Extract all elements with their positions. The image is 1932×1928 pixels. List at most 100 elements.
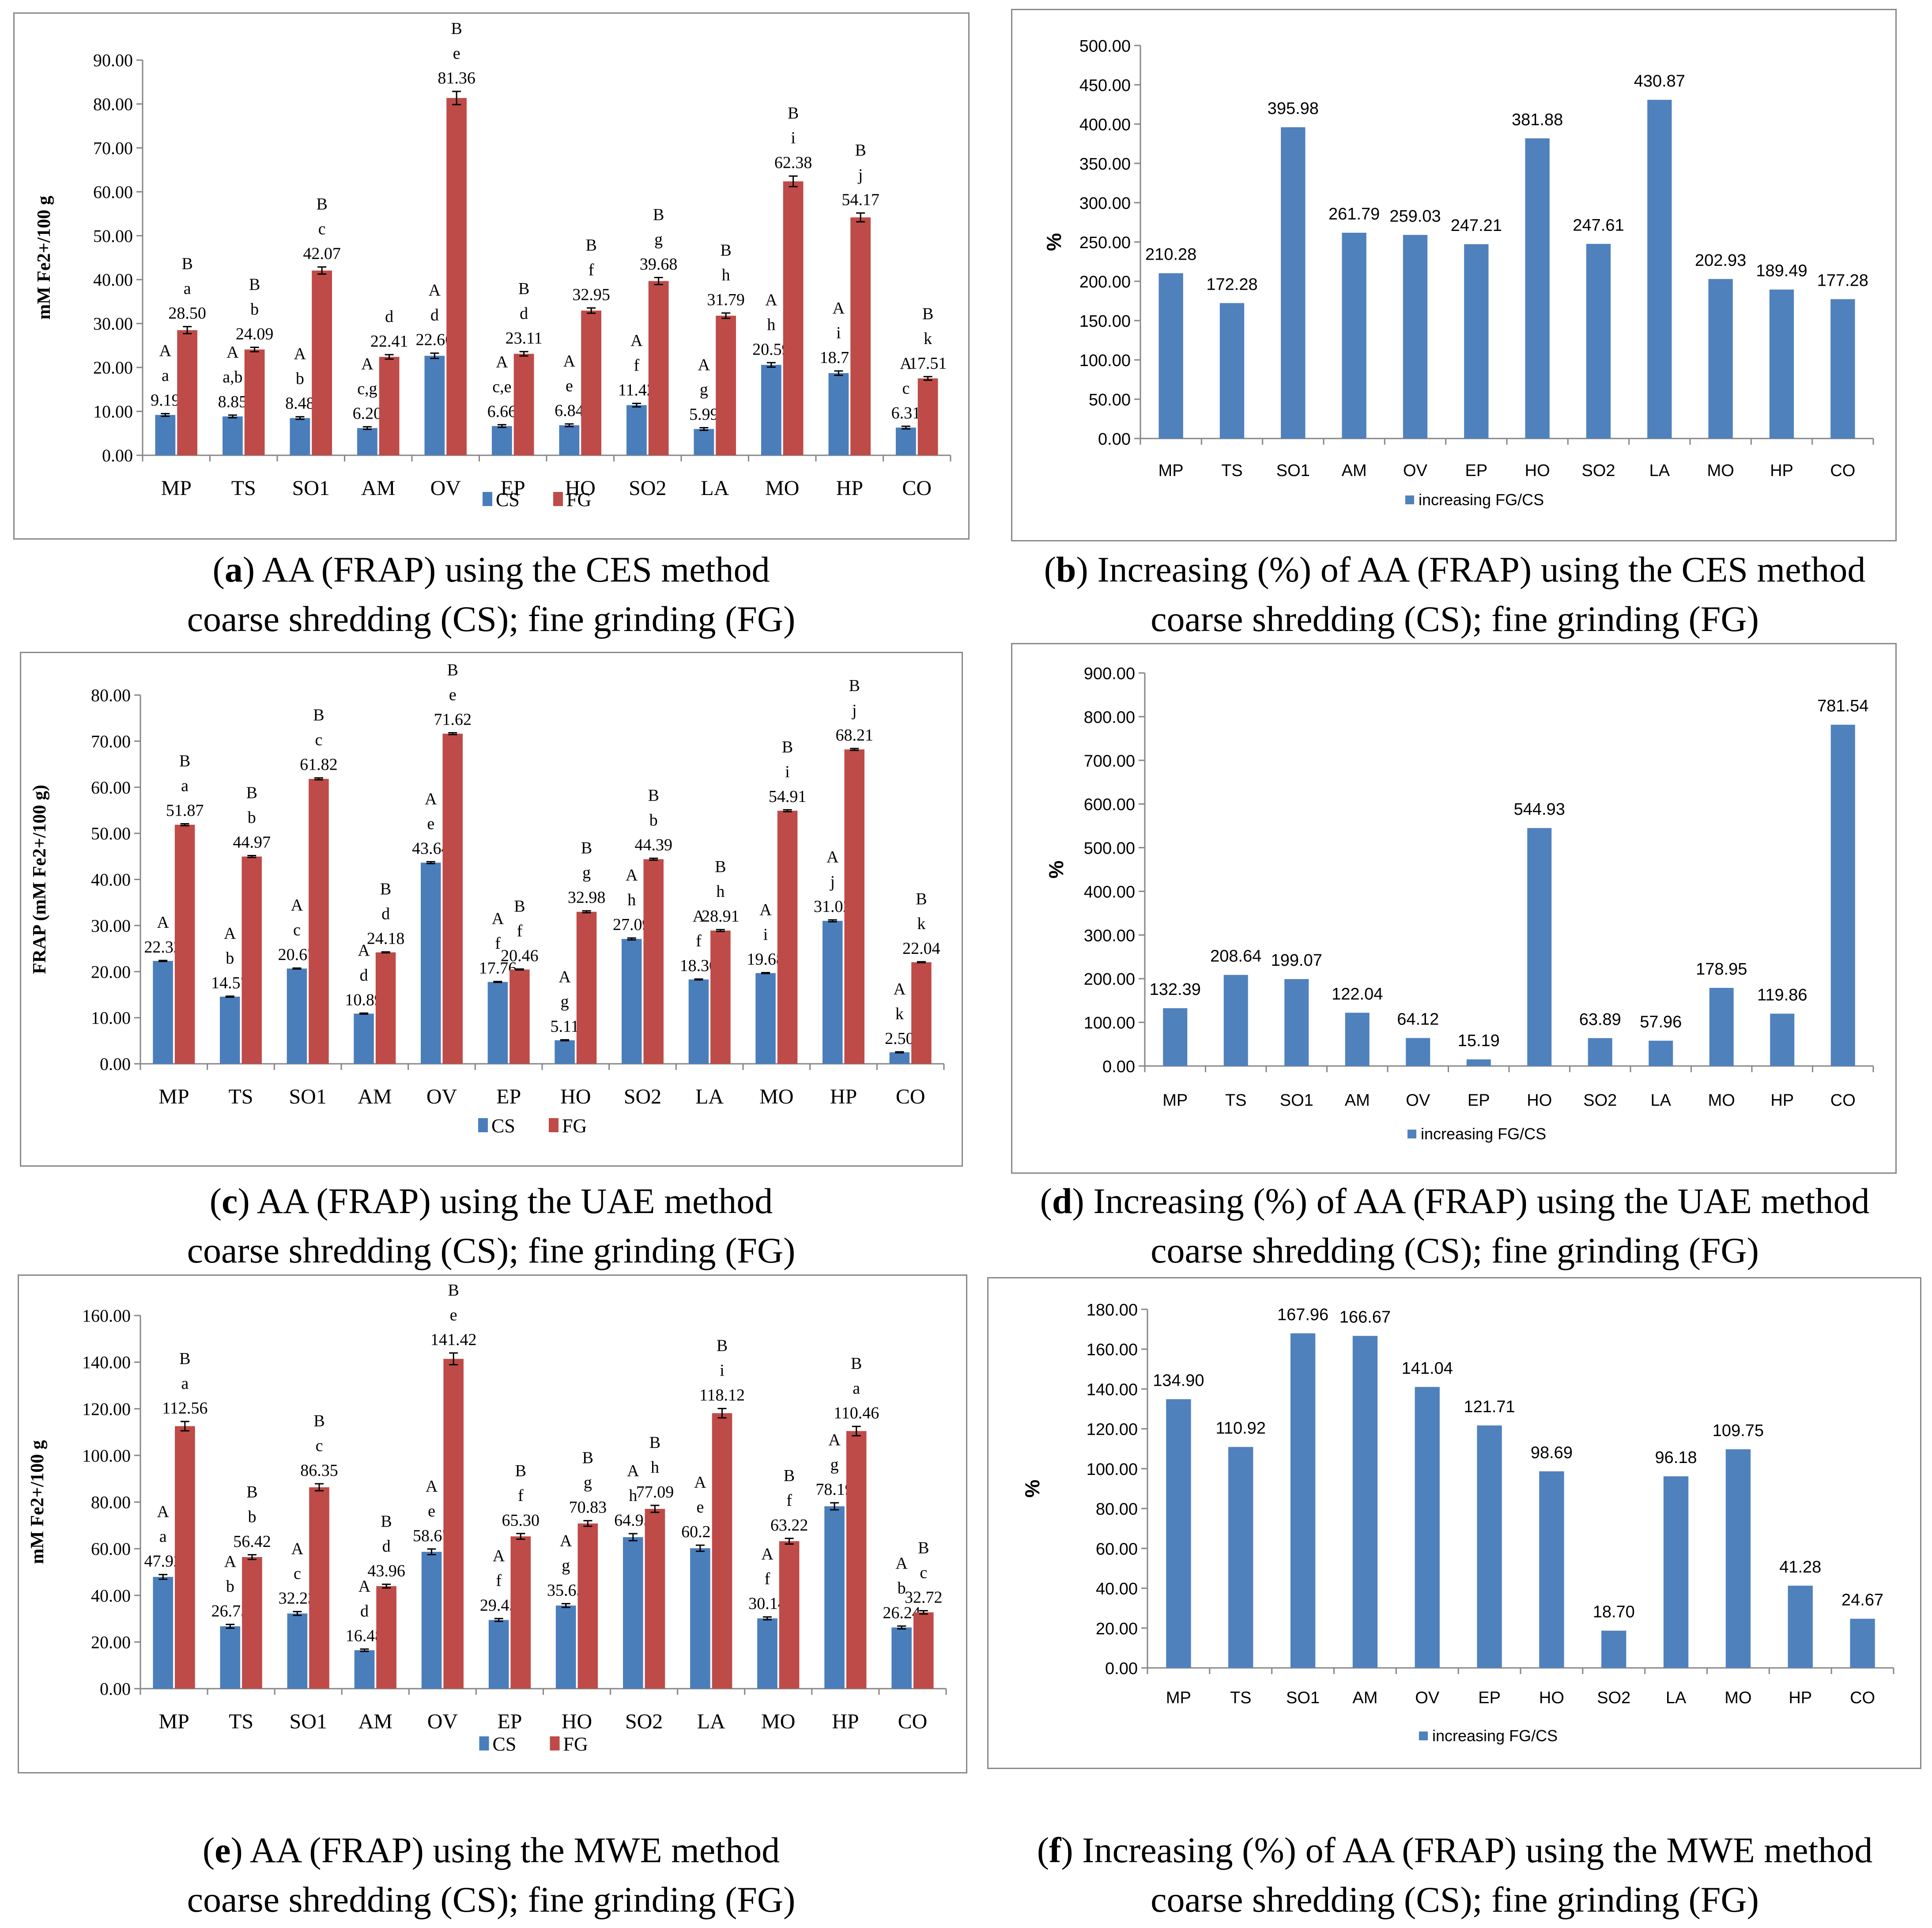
data-label: 96.18	[1655, 1448, 1697, 1467]
x-tick-label-ho: HO	[562, 1710, 592, 1733]
y-tick-label: 30.00	[91, 916, 131, 936]
bar-fg-co	[911, 962, 932, 1064]
data-label: 63.22	[770, 1516, 808, 1535]
caption-f-line2: coarse shredding (CS); fine grinding (FG…	[1151, 1879, 1759, 1920]
x-tick-label-mo: MO	[1707, 461, 1734, 480]
bar-fg-mp	[177, 330, 197, 455]
letter-label: c	[293, 921, 301, 939]
y-tick-label: 700.00	[1084, 752, 1135, 771]
letter-label: b	[226, 1577, 234, 1596]
x-tick-label-ep: EP	[1468, 1091, 1490, 1110]
x-tick-label-mp: MP	[1158, 461, 1184, 480]
y-tick-label: 400.00	[1079, 116, 1131, 134]
x-tick-label-ts: TS	[1221, 461, 1243, 480]
x-tick-label-ho: HO	[565, 476, 596, 500]
letter-label: c	[902, 379, 909, 397]
bar-increase-ts	[1223, 975, 1248, 1066]
data-label: 8.85	[218, 393, 248, 411]
bar-cs-co	[896, 427, 916, 455]
bar-cs-ho	[555, 1040, 575, 1064]
letter-label: A	[291, 896, 303, 915]
data-label: 32.98	[568, 888, 606, 907]
data-label: 63.89	[1579, 1010, 1621, 1029]
bar-increase-am	[1345, 1013, 1370, 1066]
bar-cs-mo	[757, 1618, 777, 1689]
legend-label-fg: FG	[566, 489, 591, 510]
data-label: 24.09	[236, 325, 274, 343]
bar-cs-mo	[761, 365, 781, 455]
letter-label: A	[224, 1553, 237, 1571]
caption-b-letter: b	[1056, 549, 1076, 590]
bar-increase-la	[1663, 1476, 1689, 1668]
x-tick-label-so2: SO2	[629, 476, 666, 500]
letter-label: d	[520, 304, 528, 323]
data-label: 395.98	[1268, 99, 1319, 118]
y-tick-label: 900.00	[1084, 665, 1135, 683]
bar-increase-ov	[1403, 234, 1428, 439]
caption-a-line2: coarse shredding (CS); fine grinding (FG…	[187, 599, 796, 639]
bar-increase-ov	[1406, 1038, 1430, 1066]
x-tick-label-mp: MP	[158, 1710, 189, 1733]
letter-label: B	[381, 1512, 392, 1531]
legend-swatch-increase	[1407, 1130, 1416, 1138]
bar-increase-ov	[1415, 1387, 1440, 1668]
data-label: 41.28	[1779, 1558, 1821, 1576]
y-tick-label: 10.00	[91, 1008, 131, 1028]
caption-c-letter: c	[222, 1181, 238, 1221]
y-axis-label: mM Fe2+/100 g	[27, 1440, 48, 1564]
letter-label: A	[361, 355, 374, 373]
letter-label: k	[924, 329, 932, 348]
bar-increase-hp	[1769, 289, 1794, 439]
y-tick-label: 0.00	[102, 446, 133, 465]
caption-e-line1: ) AA (FRAP) using the MWE method	[230, 1830, 780, 1870]
bar-increase-mp	[1166, 1399, 1191, 1668]
x-tick-label-mo: MO	[759, 1085, 793, 1108]
bar-fg-so2	[645, 1508, 665, 1689]
legend: increasing FG/CS	[1407, 1125, 1546, 1143]
data-label: 39.68	[640, 255, 678, 273]
letter-label: B	[514, 897, 525, 915]
letter-label: k	[895, 1005, 904, 1023]
letter-label: A	[894, 980, 906, 998]
letter-label: g	[561, 993, 569, 1011]
x-tick-label-hp: HP	[1770, 461, 1793, 480]
letter-label: b	[296, 370, 304, 388]
chart-b-svg: 0.00 50.00 100.00 150.00 200.00 250.00 300.00 3…	[1042, 37, 1874, 509]
legend-swatch-fg	[550, 1736, 560, 1750]
letter-label: a	[184, 280, 191, 298]
y-tick-label: 70.00	[93, 138, 133, 158]
bar-increase-mo	[1709, 988, 1734, 1066]
y-tick-label: 140.00	[1087, 1380, 1138, 1399]
y-tick-label: 50.00	[1089, 391, 1131, 409]
legend: increasing FG/CS	[1419, 1727, 1558, 1745]
letter-label: f	[765, 1570, 770, 1588]
letter-label: d	[381, 905, 390, 923]
y-tick-label: 200.00	[1079, 273, 1131, 291]
y-axis-label: mM Fe2+/100 g	[34, 196, 54, 320]
data-label: 112.56	[162, 1399, 208, 1418]
x-tick-label-so2: SO2	[624, 1085, 661, 1108]
y-tick-label: 70.00	[91, 731, 131, 751]
letter-label: g	[582, 864, 591, 882]
bar-increase-mp	[1163, 1008, 1188, 1066]
letter-label: b	[649, 811, 658, 830]
bar-fg-ep	[509, 969, 530, 1064]
data-label: 68.21	[836, 726, 874, 745]
data-label: 62.38	[774, 154, 812, 172]
x-tick-label-ts: TS	[231, 476, 256, 500]
bar-cs-so1	[287, 968, 307, 1064]
y-tick-label: 60.00	[91, 778, 131, 798]
y-tick-label: 60.00	[1096, 1540, 1138, 1558]
bar-cs-ep	[488, 1620, 509, 1689]
bar-fg-so1	[312, 270, 332, 455]
letter-label: B	[380, 880, 391, 899]
letter-label: A	[626, 866, 638, 885]
bar-fg-ov	[443, 1359, 464, 1689]
letter-label: g	[700, 380, 708, 399]
legend-swatch-cs	[479, 1736, 489, 1750]
legend-label-cs: CS	[491, 1115, 515, 1137]
caption-f-line1: ) Increasing (%) of AA (FRAP) using the …	[1061, 1830, 1873, 1870]
data-label: 2.50	[885, 1029, 914, 1048]
letter-label: B	[181, 255, 192, 273]
letter-label: h	[651, 1458, 659, 1477]
